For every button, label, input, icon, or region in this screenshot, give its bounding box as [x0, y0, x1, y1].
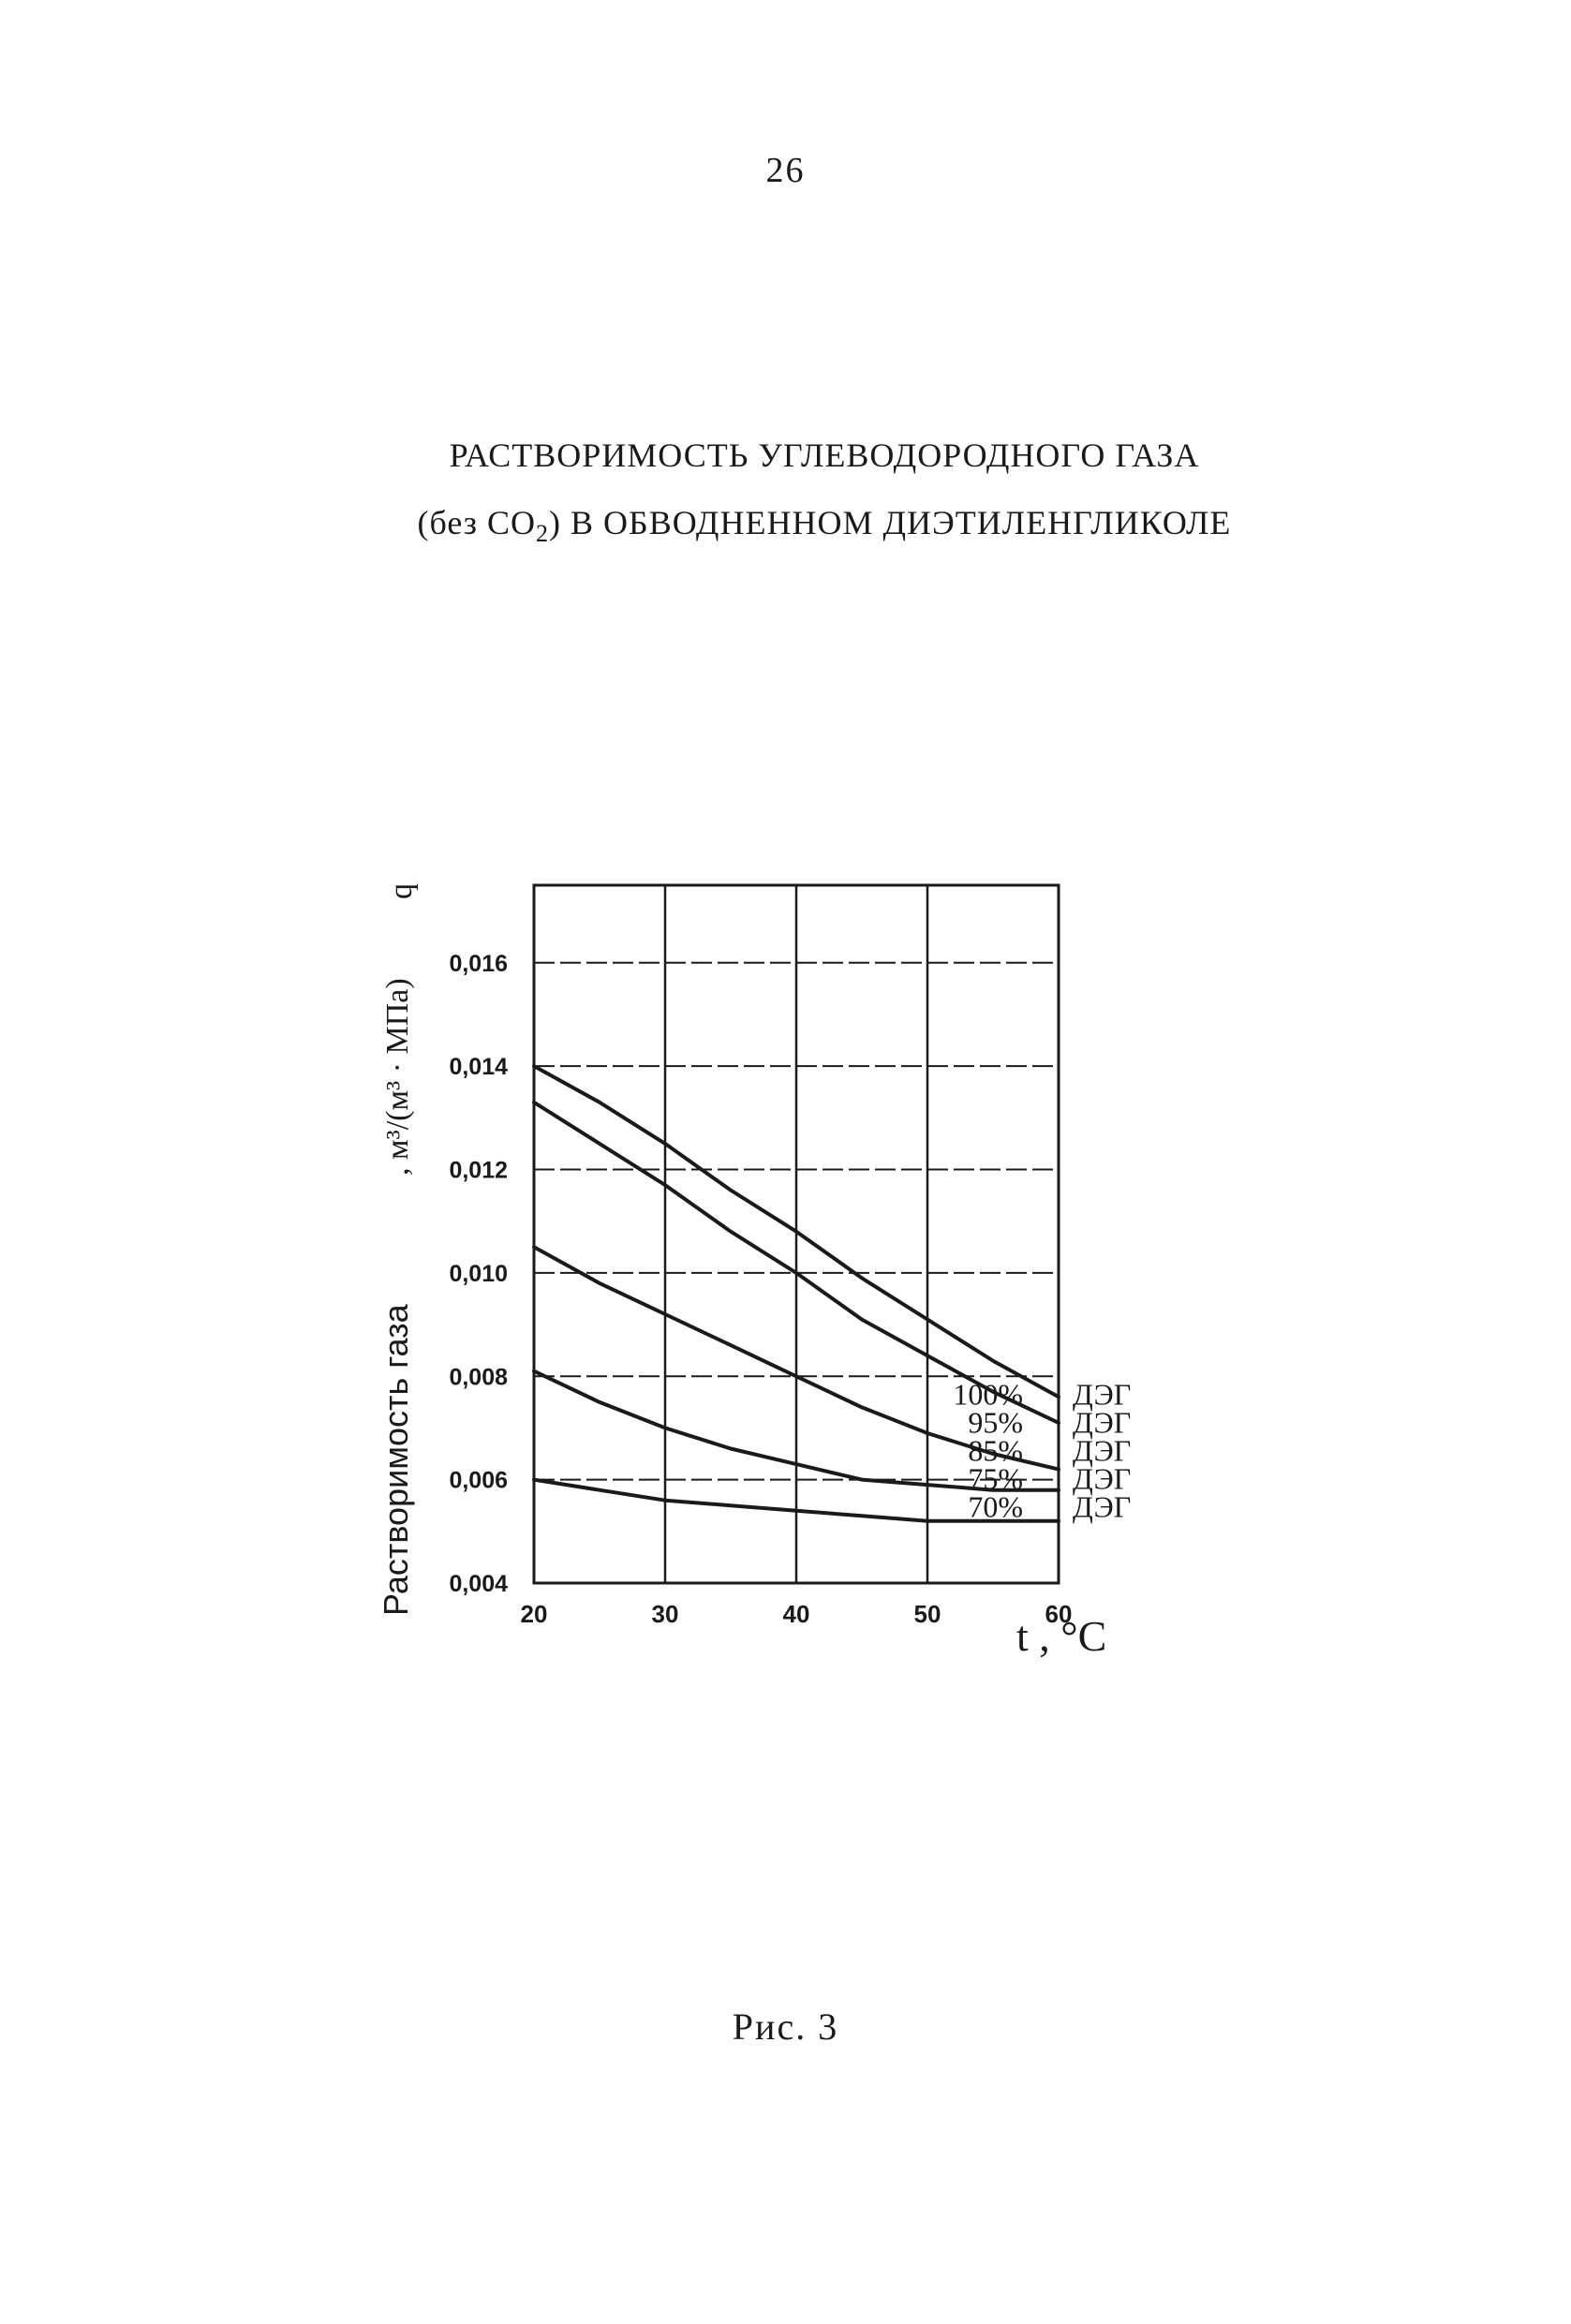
- x-axis-label: t , °C: [1016, 1612, 1106, 1660]
- y-axis-label-text: Растворимость газа: [377, 1303, 415, 1616]
- figure-caption: Рис. 3: [732, 2006, 839, 2048]
- y-tick-label: 0,014: [449, 1054, 508, 1080]
- series-line-4: [532, 1369, 1060, 1492]
- y-tick-label: 0,016: [449, 951, 508, 977]
- title-line-2-open: (без CO: [417, 504, 537, 541]
- legend-entry-suffix: ДЭГ: [1073, 1434, 1131, 1468]
- legend-entry-suffix: ДЭГ: [1073, 1406, 1131, 1440]
- x-tick-label: 60: [1045, 1600, 1073, 1628]
- page-title: РАСТВОРИМОСТЬ УГЛЕВОДОРОДНОГО ГАЗА (без …: [356, 422, 1293, 568]
- y-axis-label: Растворимость газа , м³/(м³ · МПа) q: [377, 883, 419, 1616]
- chart-legend: 100% ДЭГ 95% ДЭГ 85% ДЭГ 75% ДЭГ 70% ДЭГ: [953, 1378, 1131, 1524]
- title-line-2-rest: ) В ОБВОДНЕННОМ ДИЭТИЛЕНГЛИКОЛЕ: [549, 504, 1232, 541]
- title-line-1: РАСТВОРИМОСТЬ УГЛЕВОДОРОДНОГО ГАЗА: [449, 437, 1200, 474]
- x-tick-label: 20: [521, 1600, 548, 1628]
- series-line-2: [532, 1100, 1060, 1425]
- series-line-3: [532, 1245, 1060, 1472]
- title-line-2-subscript: 2: [536, 520, 550, 548]
- x-tick-label: 40: [783, 1600, 810, 1628]
- y-tick-label: 0,006: [449, 1468, 508, 1494]
- legend-entry-percent: 100%: [953, 1378, 1023, 1412]
- y-axis-label-units: , м³/(м³ · МПа): [380, 978, 415, 1176]
- x-tick-label: 50: [914, 1600, 941, 1628]
- y-axis-label-symbol: q: [384, 883, 419, 899]
- y-tick-label: 0,008: [449, 1364, 508, 1390]
- series-line-5: [532, 1477, 1060, 1523]
- legend-entry-suffix: ДЭГ: [1073, 1378, 1131, 1412]
- page-number: 26: [765, 151, 806, 190]
- title-line-2: (без CO2) В ОБВОДНЕННОМ ДИЭТИЛЕНГЛИКОЛЕ: [356, 489, 1293, 568]
- legend-entry-suffix: ДЭГ: [1073, 1490, 1131, 1524]
- legend-entry-percent: 70%: [968, 1490, 1023, 1524]
- y-tick-label: 0,004: [449, 1571, 508, 1597]
- x-tick-label: 30: [652, 1600, 679, 1628]
- chart-series: [532, 1064, 1060, 1523]
- y-tick-label: 0,012: [449, 1158, 508, 1184]
- legend-entry-percent: 95%: [968, 1406, 1023, 1440]
- y-tick-label: 0,010: [449, 1261, 508, 1287]
- legend-entry-percent: 85%: [968, 1434, 1023, 1468]
- series-line-1: [532, 1064, 1060, 1399]
- chart-ticks: 20 30 40 50 60 0,004 0,006 0,008 0,010 0,012 0,014…: [449, 951, 1072, 1628]
- legend-entry-percent: 75%: [968, 1462, 1023, 1496]
- plot-frame: [532, 883, 1060, 1585]
- legend-entry-suffix: ДЭГ: [1073, 1462, 1131, 1496]
